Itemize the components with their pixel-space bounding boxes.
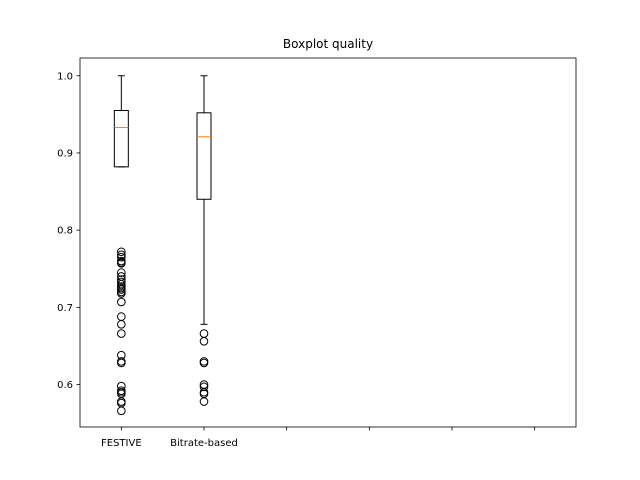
y-tick-label: 1.0 [57, 71, 73, 82]
outlier-point [117, 406, 126, 416]
y-tick-label: 0.9 [57, 148, 73, 159]
y-tick-label: 0.8 [57, 226, 73, 237]
outlier-point [117, 285, 126, 294]
outlier-point [199, 358, 209, 368]
boxplot-festive [113, 75, 129, 416]
axes-frame [79, 57, 577, 428]
outlier-point [199, 337, 209, 346]
iqr-box [196, 112, 212, 200]
outlier-point [117, 297, 126, 307]
plot-area: 0.6 0.7 0.8 0.9 1.0 FESTIVE Bitrate-based [57, 71, 536, 449]
outlier-point [117, 275, 126, 284]
chart-title: Boxplot quality [283, 37, 373, 51]
outlier-point [117, 329, 126, 338]
outlier-point [199, 397, 209, 406]
iqr-box [113, 109, 129, 168]
outlier-point [199, 382, 209, 392]
x-tick-label: Bitrate-based [170, 438, 238, 449]
outlier-point [117, 358, 126, 368]
x-tick-label: FESTIVE [101, 438, 142, 449]
boxplot-bitrate-based [196, 75, 212, 406]
outlier-point [117, 252, 126, 262]
outlier-point [117, 268, 126, 277]
outlier-point [117, 259, 126, 268]
y-tick-label: 0.6 [57, 380, 73, 391]
outlier-point [117, 289, 126, 298]
outlier-point [117, 320, 126, 329]
outlier-point [117, 247, 126, 257]
y-tick-label: 0.7 [57, 303, 73, 314]
